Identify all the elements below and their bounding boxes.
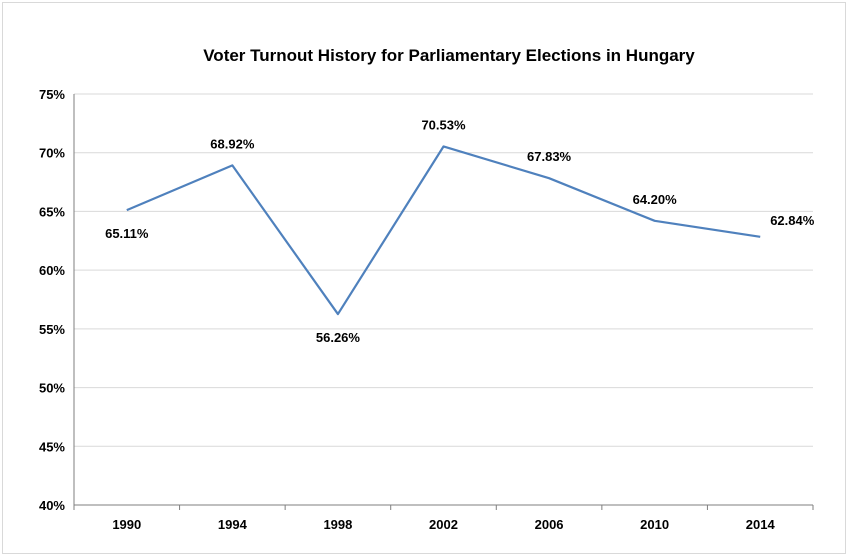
series-turnout xyxy=(126,145,761,316)
x-tick-label: 2002 xyxy=(429,517,458,532)
y-tick-label: 60% xyxy=(39,263,65,278)
x-tick-label: 1998 xyxy=(323,517,352,532)
x-tick-label: 1994 xyxy=(218,517,248,532)
y-tick-label: 70% xyxy=(39,146,65,161)
x-tick-label: 1990 xyxy=(112,517,141,532)
y-tick-label: 75% xyxy=(39,87,65,102)
y-axis-tick-labels: 40% 45% 50% 55% 60% 65% 70% 75% xyxy=(39,87,65,513)
data-label: 70.53% xyxy=(421,117,466,132)
turnout-line-chart: Voter Turnout History for Parliamentary … xyxy=(39,46,815,532)
y-tick-label: 50% xyxy=(39,381,65,396)
data-label: 65.11% xyxy=(105,226,149,241)
x-axis-tick-labels: 1990 1994 1998 2002 2006 2010 2014 xyxy=(112,517,775,532)
x-tick-label: 2006 xyxy=(535,517,564,532)
series-line xyxy=(126,145,761,316)
data-labels: 65.11% 68.92% 56.26% 70.53% 67.83% 64.20% 62.8… xyxy=(105,117,815,345)
data-label: 68.92% xyxy=(210,136,255,151)
data-label: 64.20% xyxy=(633,192,678,207)
y-tick-label: 45% xyxy=(39,439,65,454)
y-tick-label: 55% xyxy=(39,322,65,337)
x-tick-label: 2010 xyxy=(640,517,669,532)
data-label: 62.84% xyxy=(770,213,815,228)
data-label: 67.83% xyxy=(527,149,572,164)
chart-title: Voter Turnout History for Parliamentary … xyxy=(203,46,695,65)
y-tick-label: 65% xyxy=(39,204,65,219)
gridlines xyxy=(74,93,813,447)
y-tick-label: 40% xyxy=(39,498,65,513)
x-tick-label: 2014 xyxy=(746,517,776,532)
data-label: 56.26% xyxy=(316,330,361,345)
axes xyxy=(73,94,814,510)
